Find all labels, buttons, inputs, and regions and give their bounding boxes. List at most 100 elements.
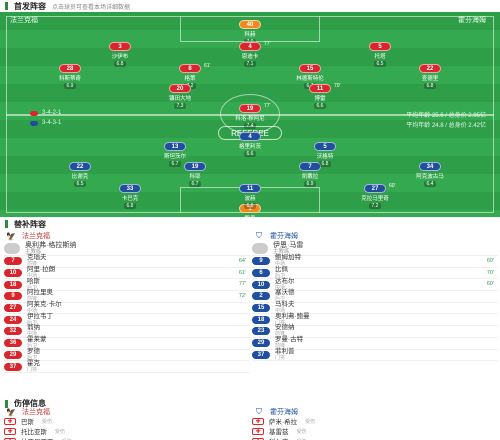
- jersey-number: 20: [169, 84, 191, 93]
- injury-row[interactable]: ✚ 科尔克受伤: [252, 436, 498, 440]
- player-home[interactable]: 20 镰田大地 7.3: [150, 84, 210, 109]
- coach-name: 伊恩·马雷: [273, 241, 304, 249]
- substitute-role: 前锋: [27, 296, 38, 303]
- away-subs-team-name: 霍芬海姆: [270, 233, 298, 240]
- jersey-number: 27: [4, 304, 22, 313]
- injury-row[interactable]: ✚ 帕西恩西亚受伤: [4, 436, 250, 440]
- substitute-role: 中场: [275, 261, 286, 268]
- player-home[interactable]: 4 恩迪卡 7.1 77': [220, 41, 280, 67]
- player-name: 林德斯特伦: [296, 76, 324, 82]
- player-away[interactable]: 19 科耶 6.7: [165, 162, 225, 187]
- jersey-number: 10: [4, 269, 22, 278]
- substitute-row[interactable]: 37 霍克 门将: [4, 360, 250, 373]
- coach-meta: 奥利弗·格拉斯纳 主教练: [25, 242, 76, 256]
- section-subtitle: 点击球员可查看本场详细数据: [52, 4, 131, 11]
- injury-reason: 受伤: [297, 438, 307, 440]
- substitute-role: 门将: [275, 319, 286, 326]
- player-away[interactable]: 33 卡巴克 6.8: [100, 184, 160, 209]
- coach-name: 奥利弗·格拉斯纳: [25, 241, 77, 249]
- player-rating: 6.5: [373, 61, 387, 67]
- substitute-meta: 塞沃德 后卫: [275, 290, 295, 303]
- jersey-number: 18: [4, 280, 22, 289]
- away-injury-team-name: 霍芬海姆: [270, 409, 298, 416]
- away-formation-row: 3-4-3-1: [30, 120, 61, 126]
- jersey-number: 15: [299, 64, 321, 73]
- medical-cross-icon: ✚: [252, 417, 264, 425]
- jersey-number: 32: [4, 327, 22, 336]
- player-away[interactable]: 13 斯坦茨尔 6.7: [145, 142, 205, 167]
- substitute-row[interactable]: 29 罗德 后卫: [4, 348, 250, 362]
- player-away[interactable]: 27 克拉马里奇 7.2 60': [345, 183, 405, 209]
- substitute-row[interactable]: 15 马科夫 中场: [252, 301, 498, 315]
- player-home[interactable]: 19 科洛·穆阿尼 7.4 77': [220, 103, 280, 129]
- substitute-row[interactable]: 10 达布尔 中场 60': [252, 278, 498, 292]
- substitute-role: 后卫: [275, 296, 286, 303]
- injury-row[interactable]: ✚ 巴斯 受伤: [4, 416, 250, 426]
- substitute-row[interactable]: 9 鲍姆加特 中场 60': [252, 255, 498, 268]
- player-name: 格策: [184, 76, 196, 82]
- injured-player-name: 科尔克: [269, 436, 289, 440]
- player-name: 恩迪卡: [241, 54, 259, 60]
- substitute-row[interactable]: 27 阿莱克·卡尔 中场: [4, 301, 250, 315]
- jersey-number: 29: [4, 350, 22, 359]
- player-away[interactable]: 4 格里利茨 6.6: [220, 132, 280, 157]
- substitute-row[interactable]: 23 安德纳 前锋: [252, 324, 498, 338]
- substitute-row[interactable]: 18 奥利弗·鲍曼 门将: [252, 313, 498, 327]
- substitute-row[interactable]: 2 塞沃德 后卫: [252, 290, 498, 303]
- home-stats: 平均年龄 25.6 / 总身价 2.95亿: [406, 113, 486, 119]
- sub-in-icon: 60': [486, 281, 494, 288]
- home-coach-row[interactable]: 奥利弗·格拉斯纳 主教练: [4, 242, 250, 256]
- substitute-row[interactable]: 37 菲利普 门将: [252, 348, 498, 362]
- player-away[interactable]: 1鲍曼7.0: [220, 204, 280, 217]
- player-away[interactable]: 22 比谢克 6.5: [50, 162, 110, 187]
- substitute-row[interactable]: 6 比佩 后卫 70': [252, 266, 498, 280]
- substitute-name: 霍莱蒙: [27, 336, 47, 344]
- substitute-name: 克瑙夫: [27, 254, 47, 262]
- player-rating: 7.4: [243, 123, 257, 129]
- player-home[interactable]: 28 科斯蒂奇 6.9: [40, 64, 100, 89]
- substitute-row[interactable]: 7 克瑙夫 前锋 64': [4, 254, 250, 268]
- coach-role: 主教练: [25, 248, 42, 255]
- injury-row[interactable]: ✚ 基雷兹 受伤: [252, 426, 498, 436]
- jersey-number: 22: [69, 162, 91, 171]
- away-subs-team-row[interactable]: ⛉ 霍芬海姆: [252, 230, 498, 242]
- home-subs-team-row[interactable]: 🦅 法兰克福: [4, 230, 250, 242]
- substitute-row[interactable]: 29 罗曼·古特 前锋: [252, 336, 498, 350]
- away-coach-row[interactable]: 伊恩·马雷 主教练: [252, 242, 498, 256]
- substitute-role: 后卫: [27, 354, 38, 361]
- substitute-meta: 安德纳 前锋: [275, 324, 295, 338]
- jersey-number: 4: [239, 42, 261, 51]
- substitute-row[interactable]: 24 伊拉韦丁 后卫: [4, 313, 250, 327]
- section-marker: [5, 2, 8, 10]
- substitute-row[interactable]: 32 翁纳 中场: [4, 325, 250, 338]
- player-home[interactable]: 5 托塔 6.5: [350, 42, 410, 67]
- player-away[interactable]: 11 波赫 6.6: [220, 184, 280, 209]
- player-home[interactable]: 22 查德里 6.8: [400, 64, 460, 89]
- eagle-crest-icon: 🦅: [6, 231, 16, 241]
- substitute-row[interactable]: 10 阿里·拉朗 中场 61': [4, 266, 250, 280]
- substitute-row[interactable]: 36 霍莱蒙 后卫: [4, 336, 250, 350]
- avatar: [252, 243, 268, 254]
- substitute-name: 安德纳: [275, 324, 295, 332]
- player-away[interactable]: 7 凯戴拉 6.9: [280, 162, 340, 187]
- substitute-role: 前锋: [275, 331, 286, 338]
- player-away[interactable]: 5 沃格特 6.8: [295, 142, 355, 167]
- player-away[interactable]: 34 阿克波古马 6.4: [400, 162, 460, 187]
- substitute-name: 马科夫: [275, 301, 295, 309]
- jersey-number: 19: [184, 162, 206, 171]
- player-rating: 6.8: [113, 61, 127, 67]
- substitute-name: 阿里·拉朗: [27, 266, 56, 274]
- substitute-meta: 哈斯 后卫: [27, 278, 40, 291]
- substitute-row[interactable]: 18 哈斯 后卫 77': [4, 278, 250, 292]
- injury-row[interactable]: ✚ 萨米·希拉 受伤: [252, 416, 498, 426]
- player-home[interactable]: 3 沙伊布 6.8: [90, 42, 150, 67]
- injury-reason: 受伤: [62, 438, 72, 440]
- substitute-row[interactable]: 9 阿拉里奥 前锋 72': [4, 290, 250, 303]
- substitute-role: 中场: [275, 284, 286, 291]
- substitute-role: 中场: [27, 331, 38, 338]
- jersey-number: 40: [239, 20, 261, 29]
- player-name: 波赫: [244, 196, 256, 202]
- player-home[interactable]: 11 博雷 6.6 70': [290, 83, 350, 109]
- substitute-meta: 罗德 后卫: [27, 348, 40, 361]
- injury-row[interactable]: ✚ 托比亚斯 受伤: [4, 426, 250, 436]
